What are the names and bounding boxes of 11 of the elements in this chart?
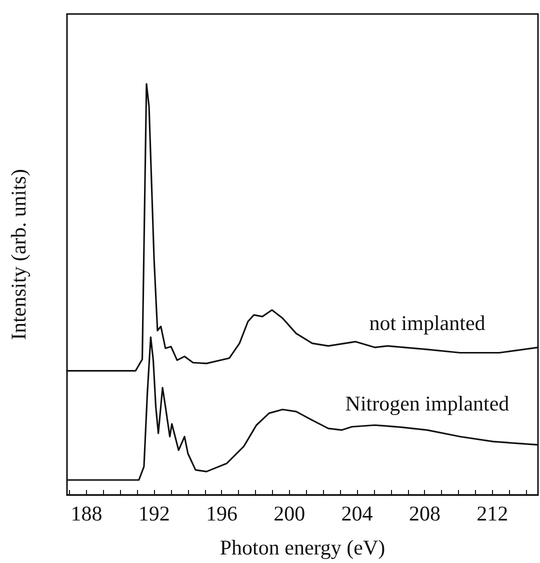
series-label: not implanted — [369, 310, 486, 335]
y-axis-title: Intensity (arb. units) — [6, 169, 30, 340]
x-tick-label: 188 — [70, 502, 102, 526]
x-tick-label: 208 — [408, 502, 440, 526]
x-tick-label: 196 — [206, 502, 238, 526]
x-tick-label: 212 — [476, 502, 508, 526]
x-tick-label: 200 — [274, 502, 306, 526]
x-tick-label: 192 — [138, 502, 170, 526]
series-label: Nitrogen implanted — [345, 392, 510, 416]
x-axis-title: Photon energy (eV) — [220, 536, 386, 560]
x-tick-label: 204 — [341, 502, 374, 526]
